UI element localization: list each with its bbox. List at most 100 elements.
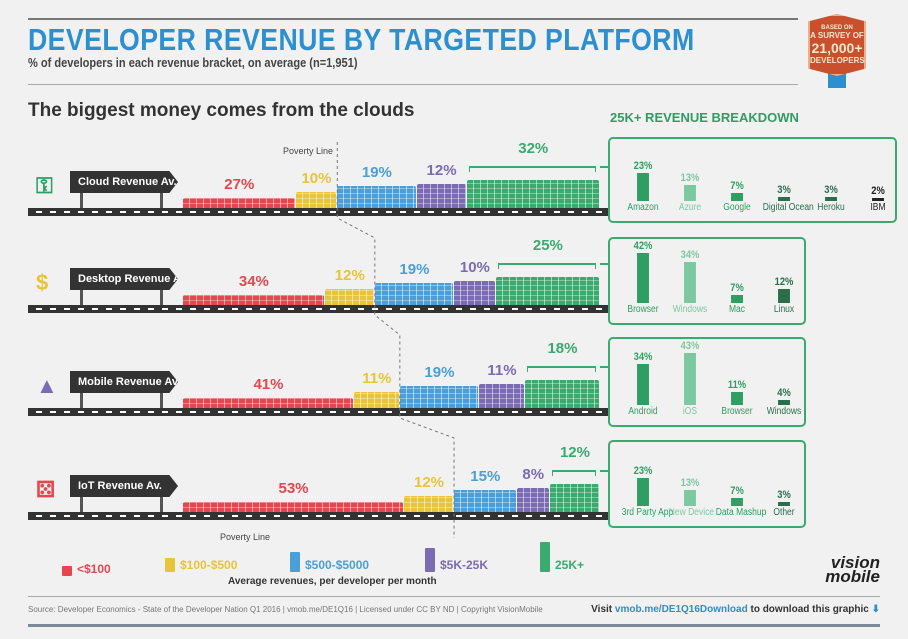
breakdown-label: New Device — [668, 507, 715, 518]
download-note: Visit vmob.me/DE1Q16Download to download… — [591, 604, 880, 615]
breakdown-label: Windows — [672, 304, 708, 315]
bar-segment-$100-$500 — [324, 289, 374, 305]
download-link[interactable]: vmob.me/DE1Q16Download — [614, 604, 748, 615]
divider — [28, 84, 798, 85]
bar-segment-25K+ — [495, 277, 599, 305]
badge-count: 21,000+ — [811, 40, 863, 56]
percent-label: 34% — [238, 273, 269, 290]
bar-segment-$5K-25K — [416, 184, 466, 208]
percent-label: 19% — [361, 164, 392, 181]
building-icon — [62, 566, 72, 576]
bar-segment-$500-$5000 — [454, 490, 516, 512]
bar-segment-$100-$500 — [404, 496, 454, 512]
breakdown-label: Browser — [721, 406, 753, 417]
breakdown-label: Amazon — [627, 202, 659, 213]
dice-icon: ⚄ — [36, 477, 56, 502]
breakdown-column: 3% Digital Ocean — [762, 184, 814, 213]
visionmobile-logo: vision mobile — [825, 553, 880, 586]
download-suffix: to download this graphic — [750, 604, 869, 615]
bar-segment-$500-$5000 — [399, 386, 479, 408]
breakdown-value: 12% — [774, 275, 794, 288]
percent-label: 11% — [362, 370, 392, 387]
range-bracket — [551, 470, 596, 476]
breakdown-value: 4% — [777, 387, 791, 400]
building-icon — [290, 552, 300, 572]
range-bracket — [468, 166, 596, 172]
x-axis-label: Average revenues, per developer per mont… — [228, 576, 437, 587]
breakdown-label: Linux — [773, 304, 795, 315]
breakdown-label: Data Mashup — [715, 507, 767, 518]
breakdown-value: 11% — [727, 378, 747, 391]
percent-label: 12% — [559, 444, 590, 461]
breakdown-bar — [731, 192, 743, 201]
badge-text: DEVELOPERS — [810, 56, 865, 65]
visit-text: Visit — [591, 604, 613, 615]
survey-badge: BASED ON A SURVEY OF 21,000+ DEVELOPERS — [808, 14, 866, 76]
bar-segment-$5K-25K — [454, 281, 495, 305]
percent-label: 41% — [253, 376, 284, 393]
key-icon: ⚿ — [36, 173, 53, 198]
breakdown-label: Browser — [627, 304, 659, 315]
page-title: DEVELOPER REVENUE BY TARGETED PLATFORM — [28, 22, 695, 57]
breakdown-column: 34% Android — [622, 351, 665, 417]
percent-label: 53% — [278, 480, 309, 497]
breakdown-bar — [778, 502, 790, 506]
breakdown-value: 7% — [730, 281, 744, 294]
breakdown-bar — [731, 294, 743, 303]
source-text: Source: Developer Economics - State of t… — [28, 605, 543, 614]
breakdown-bar — [637, 478, 649, 506]
percent-label: 8% — [522, 466, 545, 483]
breakdown-bar — [778, 197, 790, 201]
breakdown-bar — [731, 497, 743, 506]
bar-segment-<$100 — [183, 398, 353, 408]
bar-segment-$100-$500 — [353, 392, 399, 408]
breakdown-label: Digital Ocean — [762, 202, 814, 213]
divider — [28, 596, 880, 597]
breakdown-column: 23% 3rd Party App — [622, 465, 674, 518]
platform-sign: Mobile Revenue Av. — [70, 371, 178, 393]
breakdown-label: Windows — [766, 406, 802, 417]
legend-item: $5K-25K — [425, 548, 488, 572]
breakdown-value: 34% — [680, 249, 700, 262]
range-bracket — [526, 366, 596, 372]
breakdown-column: 13% New Device — [668, 477, 715, 518]
breakdown-column: 11% Browser — [716, 379, 759, 417]
breakdown-column: 13% Azure — [669, 172, 712, 213]
percent-label: 19% — [424, 364, 455, 381]
percent-label: 18% — [547, 340, 578, 357]
breakdown-value: 23% — [633, 160, 653, 173]
percent-label: 15% — [470, 468, 501, 485]
range-bracket — [497, 263, 596, 269]
legend-label: $500-$5000 — [305, 558, 370, 572]
breakdown-label: Other — [773, 507, 795, 518]
road — [28, 408, 608, 416]
bar-segment-<$100 — [183, 198, 295, 208]
breakdown-column: 7% Data Mashup — [715, 485, 767, 518]
connector — [600, 263, 608, 265]
legend-item: 25K+ — [540, 542, 584, 572]
bar-segment-$100-$500 — [295, 192, 337, 208]
breakdown-value: 7% — [730, 179, 744, 192]
breakdown-panel-desktop: 42% Browser 34% Windows 7% Mac 12% Linux — [608, 237, 806, 325]
road — [28, 305, 608, 313]
bar-segment-$500-$5000 — [374, 283, 454, 305]
breakdown-value: 3% — [824, 184, 838, 197]
percent-label: 25% — [532, 237, 563, 254]
divider — [28, 18, 798, 20]
breakdown-label: Heroku — [817, 202, 845, 213]
breakdown-panel-iot: 23% 3rd Party App 13% New Device 7% Data Mash… — [608, 440, 806, 528]
poverty-label-bottom: Poverty Line — [220, 532, 271, 542]
connector — [600, 366, 608, 368]
percent-label: 19% — [399, 261, 430, 278]
poverty-dashed-line — [336, 142, 455, 538]
legend-item: $100-$500 — [165, 558, 237, 572]
badge-text: A SURVEY OF — [810, 31, 864, 40]
download-icon[interactable]: ⬇ — [871, 604, 880, 615]
percent-label: 32% — [518, 140, 549, 157]
bar-segment-25K+ — [466, 180, 599, 208]
bar-segment-25K+ — [549, 484, 599, 512]
building-icon — [540, 542, 550, 572]
percent-label: 12% — [334, 267, 365, 284]
